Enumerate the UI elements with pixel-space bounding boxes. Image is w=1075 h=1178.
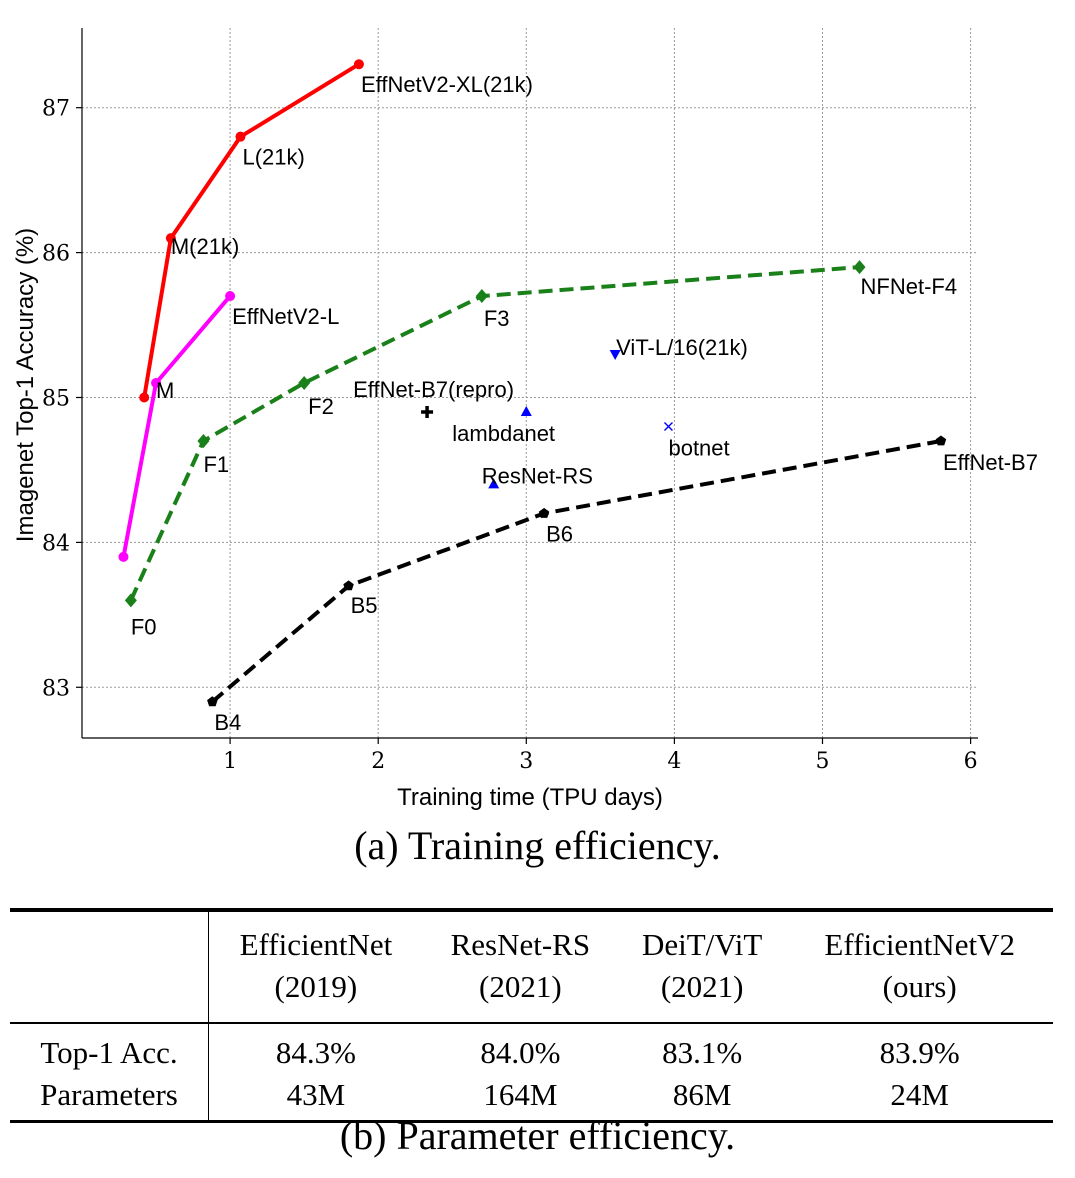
table-header-row: EfficientNet (2019) ResNet-RS (2021) DeiT/… (10, 910, 1053, 1023)
data-point (475, 289, 488, 304)
point-label: EffNetV2-L (232, 304, 339, 329)
data-point (225, 291, 236, 302)
y-tick-label: 83 (42, 676, 70, 701)
series-line (129, 265, 860, 602)
point-label: NFNet-F4 (861, 274, 958, 299)
table-row: Top-1 Acc. 84.3% 84.0% 83.1% 83.9% (10, 1022, 1053, 1074)
data-point (298, 376, 311, 390)
point-label: L(21k) (242, 145, 304, 170)
table-cell: 86M (617, 1074, 787, 1123)
point-label: F2 (308, 394, 334, 419)
table-cell: 24M (786, 1074, 1053, 1123)
y-tick-label: 87 (42, 97, 70, 122)
data-point (165, 233, 176, 244)
data-point (609, 350, 621, 361)
table-cell: 83.9% (786, 1022, 1053, 1074)
caption-a: (a) Training efficiency. (354, 823, 721, 868)
x-tick-label: 6 (964, 749, 978, 774)
table-cell: 84.3% (208, 1022, 423, 1074)
point-label: B4 (214, 710, 241, 735)
row-label: Parameters (10, 1074, 209, 1123)
table-column-header: DeiT/ViT (2021) (641, 927, 763, 1004)
data-point (935, 435, 947, 446)
data-point (421, 405, 434, 418)
x-axis-label: Training time (TPU days) (397, 784, 663, 811)
point-label: botnet (668, 435, 729, 460)
table-cell: 164M (422, 1074, 618, 1123)
table-column-header: EfficientNet (2019) (239, 927, 393, 1004)
point-label: EffNet-B7 (943, 450, 1038, 475)
parameter-efficiency-table: EfficientNet (2019) ResNet-RS (2021) DeiT/… (10, 908, 1053, 1123)
table-cell: 84.0% (422, 1022, 618, 1074)
data-point (151, 378, 162, 388)
table-cell: 83.1% (617, 1022, 787, 1074)
table-cell: 43M (208, 1074, 423, 1123)
x-tick-label: 1 (223, 749, 237, 774)
caption-b: (b) Parameter efficiency. (339, 1113, 736, 1158)
table-column-header: EfficientNetV2 (ours) (824, 927, 1015, 1004)
chart-grid (82, 28, 978, 738)
data-point (488, 478, 500, 489)
data-point (520, 405, 532, 416)
y-tick-label: 85 (42, 386, 70, 411)
data-point (139, 392, 150, 403)
chart-point-labels: M(21k) L(21k) EffNetV2-XL(21k) M EffNetV2-L F… (131, 72, 1038, 735)
table-column-header: ResNet-RS (2021) (450, 927, 591, 1004)
x-tick-label: 2 (371, 749, 385, 774)
point-label: EffNet-B7(repro) (353, 377, 514, 402)
point-label: B6 (546, 521, 573, 546)
data-point (538, 507, 550, 518)
table-corner-cell (10, 910, 209, 1023)
data-point (235, 131, 246, 142)
data-point (207, 696, 218, 707)
data-point (118, 551, 129, 562)
point-label: ResNet-RS (482, 463, 593, 488)
series-line (142, 62, 360, 398)
data-point (124, 593, 137, 608)
y-tick-label: 84 (42, 531, 70, 556)
x-tick-label: 5 (815, 749, 829, 774)
point-label: EffNetV2-XL(21k) (361, 72, 533, 97)
point-label: F3 (484, 306, 510, 331)
x-tick-label: 4 (667, 749, 681, 774)
series-line (121, 294, 232, 558)
row-label: Top-1 Acc. (10, 1022, 209, 1074)
point-label: F0 (131, 614, 157, 639)
point-label: M(21k) (171, 234, 239, 259)
x-tick-label: 3 (519, 749, 533, 774)
y-axis-label: Imagenet Top-1 Accuracy (%) (12, 228, 39, 542)
data-point (853, 260, 866, 275)
data-point (343, 580, 354, 591)
data-point (197, 433, 210, 448)
chart-series (118, 59, 947, 707)
data-point (353, 59, 364, 70)
chart-axes: 1 2 3 4 5 6 83 84 85 86 87 (42, 28, 978, 774)
point-label: ViT-L/16(21k) (616, 335, 748, 360)
data-point (663, 421, 673, 431)
point-label: M (156, 378, 174, 403)
table-row: Parameters 43M 164M 86M 24M (10, 1074, 1053, 1123)
point-label: B5 (351, 593, 378, 618)
series-line (211, 439, 942, 704)
point-label: lambdanet (452, 421, 555, 446)
point-label: F1 (203, 452, 229, 477)
y-tick-label: 86 (42, 242, 70, 267)
training-efficiency-chart: 1 2 3 4 5 6 83 84 85 86 87 M(21k) L(21k) EffNetV2-XL… (12, 28, 1038, 811)
